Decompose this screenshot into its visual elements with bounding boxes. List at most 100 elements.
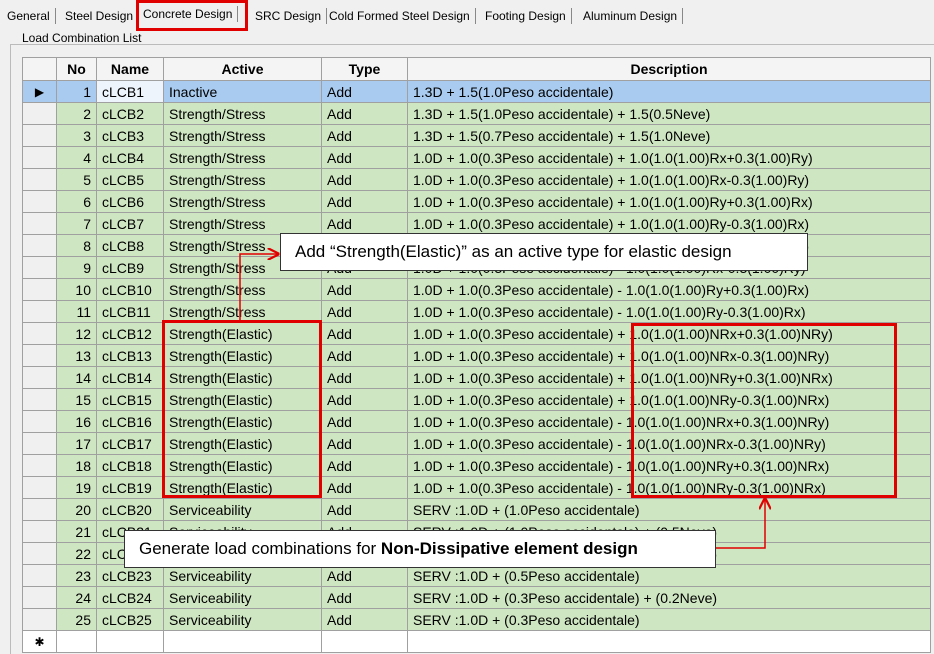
arrow: [239, 254, 278, 320]
tab[interactable]: Cold Formed Steel Design: [324, 8, 476, 24]
table-row: 17 cLCB17 Strength(Elastic) Add 1.0D + 1.0(0…: [22, 432, 931, 455]
group-title: Load Combination List: [22, 31, 142, 45]
new-row: ✱: [22, 630, 931, 653]
row-selector: [22, 432, 57, 455]
table-row: 23 cLCB23 Serviceability Add SERV :1.0D + (0…: [22, 564, 931, 587]
table-cell: 1.0D + 1.0(0.3Peso accidentale) + 1.0(1.…: [407, 212, 931, 235]
table-cell: cLCB15: [96, 388, 164, 411]
table-row: 14 cLCB14 Strength(Elastic) Add 1.0D + 1.0(0…: [22, 366, 931, 389]
tab[interactable]: General: [2, 8, 56, 24]
table-cell: [321, 630, 408, 653]
table-cell: 1.0D + 1.0(0.3Peso accidentale) - 1.0(1.…: [407, 454, 931, 477]
table-cell: Strength(Elastic): [163, 410, 322, 433]
table-cell: cLCB6: [96, 190, 164, 213]
table-cell: 5: [56, 168, 97, 191]
table-cell: 8: [56, 234, 97, 257]
header-cell: Type: [321, 57, 408, 81]
table-cell: 18: [56, 454, 97, 477]
table-cell: [96, 630, 164, 653]
table-cell: 21: [56, 520, 97, 543]
table-cell: 15: [56, 388, 97, 411]
table-cell: SERV :1.0D + (1.0Peso accidentale): [407, 498, 931, 521]
table-cell: 1.0D + 1.0(0.3Peso accidentale) - 1.0(1.…: [407, 300, 931, 323]
table-cell: 1.0D + 1.0(0.3Peso accidentale) + 1.0(1.…: [407, 388, 931, 411]
table-cell: 17: [56, 432, 97, 455]
table-cell: cLCB19: [96, 476, 164, 499]
callout-text: Add “Strength(Elastic)” as an active typ…: [295, 242, 732, 261]
highlight-box: [136, 0, 248, 31]
table-cell: SERV :1.0D + (0.3Peso accidentale) + (0.…: [407, 586, 931, 609]
table-cell: [407, 630, 931, 653]
table-cell: Strength/Stress: [163, 124, 322, 147]
table-cell: Strength/Stress: [163, 300, 322, 323]
table-cell: Add: [321, 454, 408, 477]
highlight-box: [162, 320, 322, 498]
table-cell: Add: [321, 190, 408, 213]
table-cell: 11: [56, 300, 97, 323]
row-selector: [22, 146, 57, 169]
row-selector: [22, 564, 57, 587]
table-row: 6 cLCB6 Strength/Stress Add 1.0D + 1.0(0.3Pe…: [22, 190, 931, 213]
tab[interactable]: Concrete Design: [138, 6, 239, 22]
table-cell: cLCB9: [96, 256, 164, 279]
table-cell: [56, 630, 97, 653]
table-cell: 14: [56, 366, 97, 389]
table-cell: Add: [321, 432, 408, 455]
tab[interactable]: Aluminum Design: [578, 8, 684, 24]
row-selector: [22, 234, 57, 257]
row-selector: [22, 498, 57, 521]
arrow: [715, 499, 765, 549]
table-cell: 1: [56, 80, 97, 103]
table-cell: Add: [321, 410, 408, 433]
table-cell: SERV :1.0D + (0.3Peso accidentale): [407, 608, 931, 631]
callout: Generate load combinations for Non-Dissi…: [124, 530, 716, 568]
row-selector: [22, 212, 57, 235]
table-row: 5 cLCB5 Strength/Stress Add 1.0D + 1.0(0.3Pe…: [22, 168, 931, 191]
table-cell: Inactive: [163, 80, 322, 103]
table-row: 20 cLCB20 Serviceability Add SERV :1.0D + (1…: [22, 498, 931, 521]
table-cell: Add: [321, 388, 408, 411]
row-selector: [22, 476, 57, 499]
table-cell: Add: [321, 476, 408, 499]
table-cell: Strength(Elastic): [163, 454, 322, 477]
table-cell: Serviceability: [163, 608, 322, 631]
tab[interactable]: Footing Design: [480, 8, 572, 24]
tab-bar: General Steel Design Concrete Design SRC De…: [0, 0, 934, 30]
table-cell: Strength/Stress: [163, 212, 322, 235]
table-cell: 1.0D + 1.0(0.3Peso accidentale) + 1.0(1.…: [407, 344, 931, 367]
table-cell: Add: [321, 124, 408, 147]
table-cell: 1.3D + 1.5(0.7Peso accidentale) + 1.5(1.…: [407, 124, 931, 147]
table-row: 4 cLCB4 Strength/Stress Add 1.0D + 1.0(0.3Pe…: [22, 146, 931, 169]
load-combination-table: No Name Active Type Description ▶ 1 cLCB1 Inact…: [22, 57, 931, 653]
table-cell: Add: [321, 80, 408, 103]
callout: Add “Strength(Elastic)” as an active typ…: [280, 233, 808, 271]
group-frame: [10, 44, 934, 654]
table-cell: cLCB24: [96, 586, 164, 609]
table-cell: Strength(Elastic): [163, 432, 322, 455]
table-cell: Add: [321, 212, 408, 235]
table-cell: Add: [321, 366, 408, 389]
table-row: 13 cLCB13 Strength(Elastic) Add 1.0D + 1.0(0…: [22, 344, 931, 367]
table-row: 11 cLCB11 Strength/Stress Add 1.0D + 1.0(0.3…: [22, 300, 931, 323]
table-cell: 6: [56, 190, 97, 213]
callout-bold: Non-Dissipative element design: [380, 539, 638, 558]
table-row: 24 cLCB24 Serviceability Add SERV :1.0D + (0…: [22, 586, 931, 609]
table-cell: 3: [56, 124, 97, 147]
table-row: 15 cLCB15 Strength(Elastic) Add 1.0D + 1.0(0…: [22, 388, 931, 411]
table-cell: Add: [321, 586, 408, 609]
tab[interactable]: SRC Design: [250, 8, 328, 24]
table-cell: Strength/Stress: [163, 278, 322, 301]
table-cell: Serviceability: [163, 586, 322, 609]
header-cell: Name: [96, 57, 164, 81]
header-cell: Description: [407, 57, 931, 81]
table-row: 18 cLCB18 Strength(Elastic) Add 1.0D + 1.0(0…: [22, 454, 931, 477]
table-cell: 1.0D + 1.0(0.3Peso accidentale) + 1.0(1.…: [407, 322, 931, 345]
table-row: 19 cLCB19 Strength(Elastic) Add 1.0D + 1.0(0…: [22, 476, 931, 499]
table-cell: 1.0D + 1.0(0.3Peso accidentale) + 1.0(1.…: [407, 146, 931, 169]
table-cell: Strength(Elastic): [163, 322, 322, 345]
row-selector: [22, 102, 57, 125]
table-cell: cLCB25: [96, 608, 164, 631]
table-cell: Serviceability: [163, 498, 322, 521]
table-cell: 1.0D + 1.0(0.3Peso accidentale) + 1.0(1.…: [407, 168, 931, 191]
